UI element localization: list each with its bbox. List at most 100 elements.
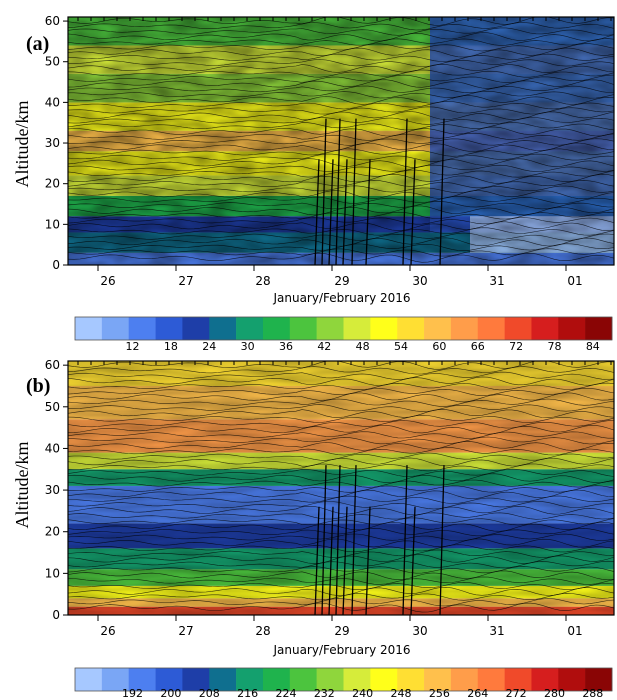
contour-line-1-13: [68, 431, 614, 439]
contour-line-0-3: [68, 32, 614, 42]
profile-line-0-7: [402, 118, 408, 265]
colorbar-tick-0-1: 18: [164, 340, 178, 353]
colorbar-swatch-0-0: [75, 317, 103, 340]
contour-line-1-33: [68, 538, 614, 548]
x-tick-label-0-0: 26: [100, 274, 115, 288]
profile-line-0-9: [439, 118, 445, 265]
panel-b: (b) Altitude/km January/February 2016 01…: [12, 358, 615, 700]
colorbar-tick-0-2: 24: [202, 340, 216, 353]
colorbar-tick-1-4: 224: [275, 687, 296, 700]
contour-line-0-37: [68, 211, 614, 220]
panel-label-a: (a): [26, 33, 49, 55]
contour-line-0-16: [68, 101, 614, 110]
x-tick-label-0-4: 30: [412, 274, 427, 288]
x-tick-label-0-6: 01: [567, 274, 582, 288]
colorbar-frame-0: [74, 316, 613, 341]
colorbar-swatch-1-12: [397, 668, 425, 691]
contour-line-1-15: [68, 441, 614, 451]
colorbar-tick-0-3: 30: [241, 340, 255, 353]
plot-area-a: [67, 16, 615, 266]
colorbar-swatch-0-16: [504, 317, 532, 340]
profile-line-0-8: [410, 159, 416, 265]
contour-line-1-23: [68, 485, 614, 493]
colorbar-swatch-0-14: [450, 317, 479, 340]
plot-frame-0: [67, 16, 615, 266]
x-ticks-a: 26 27 28 29 30 31 01: [97, 265, 583, 288]
contour-line-0-43: [68, 243, 614, 252]
colorbar-tick-1-12: 288: [582, 687, 603, 700]
contour-line-1-31: [68, 528, 614, 537]
contour-line-1-6: [68, 392, 614, 403]
contour-line-1-14: [68, 436, 614, 445]
colorbar-tick-0-8: 60: [432, 340, 446, 353]
colorbar-swatch-1-5: [209, 668, 237, 691]
colorbar-frame-1: [74, 667, 613, 692]
colorbar-tick-1-2: 208: [199, 687, 220, 700]
contour-line-0-10: [68, 69, 614, 78]
contour-line-0-41: [68, 232, 614, 241]
y-axis-title-b: Altitude/km: [12, 442, 32, 529]
colorbar-swatch-1-0: [75, 668, 103, 691]
plot-frame-1: [67, 360, 615, 616]
contour-line-0-11: [68, 74, 614, 83]
y-tick-label-0-6: 60: [45, 14, 60, 28]
contour-line-0-13: [68, 85, 614, 94]
colorbar-swatch-1-18: [558, 668, 586, 691]
contour-line-0-30: [68, 173, 614, 184]
colorbar-swatch-0-11: [370, 317, 398, 340]
contour-line-0-5: [68, 43, 614, 52]
colorbar-swatch-0-2: [128, 317, 156, 340]
contour-line-1-19: [68, 463, 614, 472]
contour-line-0-27: [68, 158, 614, 168]
contour-line-0-14: [68, 90, 614, 99]
colorbar-tick-0-4: 36: [279, 340, 293, 353]
colorbar-swatch-1-19: [585, 668, 613, 691]
profile-line-1-2: [328, 506, 334, 615]
y-tick-label-0-4: 40: [45, 95, 60, 109]
colorbar-tick-0-7: 54: [394, 340, 408, 353]
contour-line-0-25: [68, 148, 614, 157]
contour-line-0-9: [68, 63, 614, 73]
contour-line-0-26: [68, 153, 614, 162]
contour-line-1-10: [68, 414, 614, 423]
profile-line-1-0: [314, 506, 320, 615]
colorbar-swatch-1-17: [531, 668, 559, 691]
y-tick-label-1-0: 0: [52, 608, 60, 622]
x-tick-label-0-5: 31: [489, 274, 504, 288]
contour-line-1-5: [68, 388, 614, 396]
y-ticks-b: 0 10 20 30 40 50 60: [45, 358, 68, 622]
x-axis-title-b: January/February 2016: [272, 643, 410, 657]
panel-label-b: (b): [26, 375, 50, 397]
profile-line-1-3: [335, 465, 341, 615]
contour-line-0-31: [68, 179, 614, 189]
contour-line-0-6: [68, 47, 614, 58]
colorbar-tick-1-6: 240: [352, 687, 373, 700]
y-ticks-a: 0 10 20 30 40 50 60: [45, 14, 68, 272]
contour-line-0-32: [68, 185, 614, 194]
contour-line-1-16: [68, 447, 614, 456]
colorbar-tick-1-7: 248: [391, 687, 412, 700]
profile-line-0-3: [335, 118, 341, 265]
contour-line-0-17: [68, 106, 614, 115]
y-tick-label-1-3: 30: [45, 483, 60, 497]
y-tick-label-1-5: 50: [45, 400, 60, 414]
contour-line-0-1: [68, 22, 614, 31]
contour-line-1-26: [68, 501, 614, 510]
contour-line-1-20: [68, 468, 614, 477]
colorbar-swatch-1-13: [424, 668, 452, 691]
panel-a: (a) Altitude/km January/February 2016 01…: [12, 14, 615, 353]
contour-line-1-42: [68, 586, 614, 596]
profile-line-1-4: [342, 506, 348, 615]
profile-line-0-4: [342, 159, 348, 265]
y-tick-label-0-0: 0: [52, 258, 60, 272]
colorbar-swatch-0-18: [558, 317, 586, 340]
colorbar-tick-0-10: 72: [509, 340, 523, 353]
contour-line-0-12: [68, 79, 614, 89]
plot-area-b: [67, 360, 615, 616]
profile-line-0-6: [365, 159, 371, 265]
colorbar-swatch-1-11: [370, 668, 398, 691]
colorbar-tick-0-6: 48: [356, 340, 370, 353]
y-axis-title-a: Altitude/km: [12, 101, 32, 188]
colorbar-swatch-0-1: [101, 317, 129, 340]
contour-line-0-7: [68, 53, 614, 62]
